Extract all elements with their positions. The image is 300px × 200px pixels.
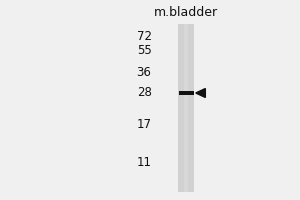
Polygon shape xyxy=(196,89,205,97)
Bar xyxy=(178,91,194,95)
Bar xyxy=(178,24,194,192)
Text: 11: 11 xyxy=(136,156,152,170)
Text: 55: 55 xyxy=(137,45,152,58)
Bar xyxy=(184,24,188,192)
Text: m.bladder: m.bladder xyxy=(154,6,218,19)
Text: 72: 72 xyxy=(136,29,152,43)
Text: 17: 17 xyxy=(136,118,152,132)
Text: 36: 36 xyxy=(136,66,152,79)
Text: 28: 28 xyxy=(136,86,152,99)
